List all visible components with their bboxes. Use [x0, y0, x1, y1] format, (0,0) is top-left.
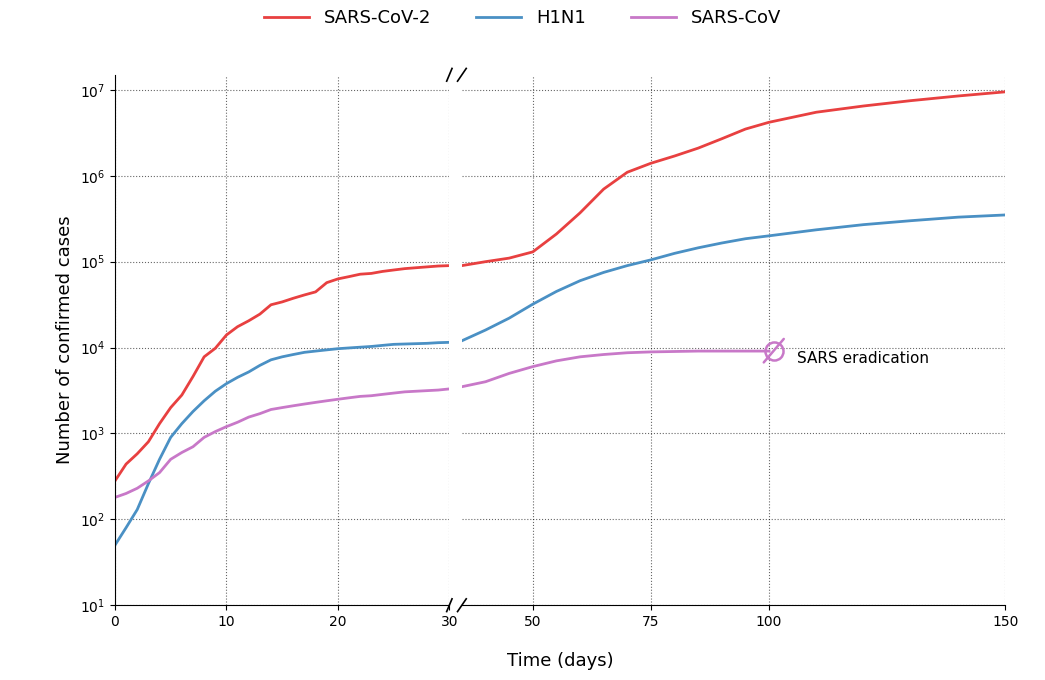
- Text: Time (days): Time (days): [507, 652, 613, 670]
- Legend: SARS-CoV-2, H1N1, SARS-CoV: SARS-CoV-2, H1N1, SARS-CoV: [257, 2, 788, 35]
- Text: SARS eradication: SARS eradication: [797, 351, 929, 366]
- Y-axis label: Number of confirmed cases: Number of confirmed cases: [56, 216, 74, 464]
